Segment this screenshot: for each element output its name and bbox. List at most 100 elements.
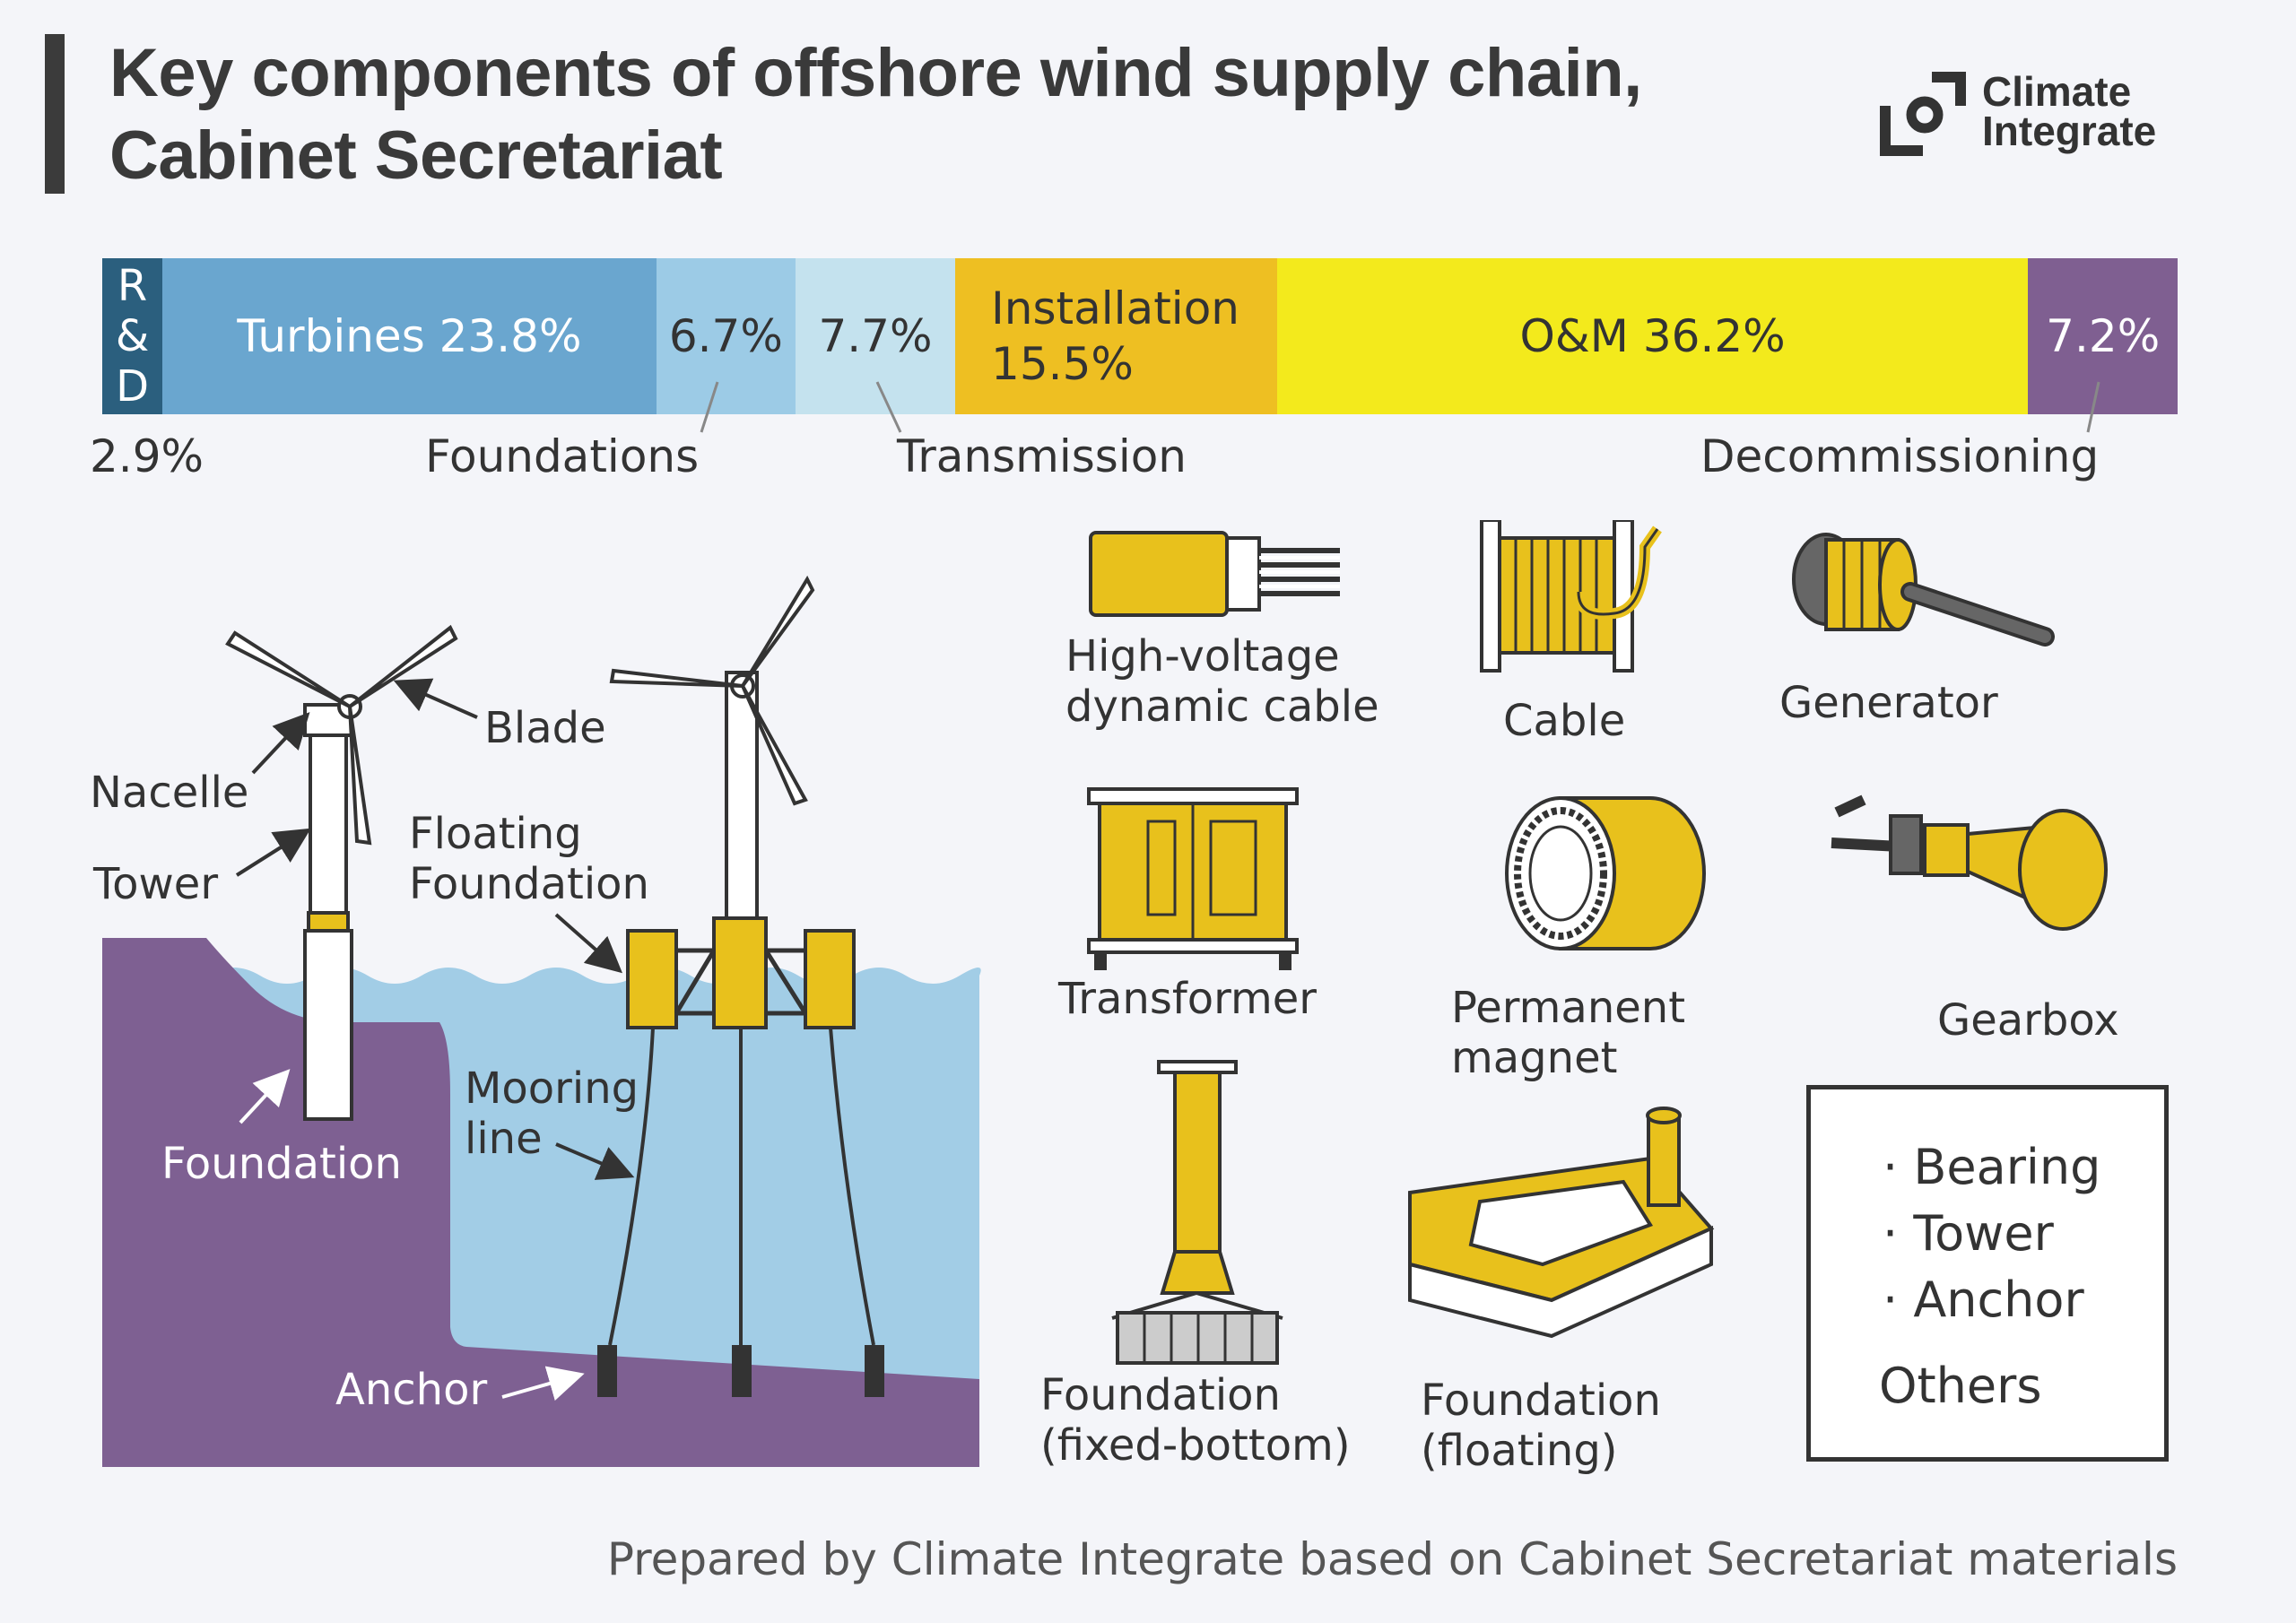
- component-illustrations: [1087, 520, 2108, 1365]
- monopile-foundation: [303, 929, 353, 1121]
- float-column-left: [626, 929, 678, 1029]
- transformer-label: Transformer: [1058, 974, 1318, 1024]
- page-title: Key components of offshore wind supply c…: [109, 32, 1642, 197]
- mooring-arrow: [555, 1142, 635, 1180]
- fixed-bottom-foundation-icon: [1111, 1060, 1283, 1365]
- floating-foundation-component-label: Foundation (floating): [1421, 1376, 1661, 1476]
- transmission-value: 7.7%: [818, 310, 933, 362]
- transformer-icon: [1087, 787, 1299, 970]
- floating-foundation-label-l2: Foundation: [409, 859, 649, 909]
- mooring-line-left: [608, 1027, 655, 1346]
- decommissioning-value: 7.2%: [2046, 310, 2161, 362]
- others-item-tower: · Tower: [1883, 1205, 2054, 1262]
- fixed-blade-2: [348, 624, 458, 708]
- nacelle-arrow: [251, 712, 310, 775]
- mooring-label-l1: Mooring: [465, 1063, 639, 1114]
- mooring-line-right: [829, 1027, 875, 1346]
- floating-blade-1: [609, 668, 744, 688]
- foundation-arrow: [239, 1069, 291, 1124]
- hv-cable-icon: [1089, 531, 1340, 617]
- hv-cable-label: High-voltage dynamic cable: [1065, 631, 1379, 732]
- foundation-label: Foundation: [161, 1139, 402, 1189]
- blade-arrow: [393, 678, 478, 719]
- bar-segment-rnd: R & D: [102, 258, 163, 414]
- floating-foundation-icon: [1408, 1107, 1715, 1339]
- floating-label-l1: Foundation: [1421, 1376, 1661, 1426]
- logo-line-2: Integrate: [1982, 108, 2157, 154]
- om-label: O&M 36.2%: [1519, 310, 1786, 362]
- float-column-center: [712, 916, 768, 1029]
- gearbox-label: Gearbox: [1937, 995, 2119, 1046]
- bar-segment-foundations: 6.7%: [656, 258, 796, 414]
- rnd-value-label: 2.9%: [90, 430, 204, 482]
- cable-drum-icon: [1480, 520, 1662, 673]
- anchor-right: [865, 1345, 884, 1397]
- offshore-wind-diagram: [102, 575, 981, 1467]
- mooring-label-l2: line: [465, 1114, 543, 1164]
- magnet-label-l2: magnet: [1451, 1033, 1618, 1083]
- fixed-bottom-foundation-label: Foundation (fixed-bottom): [1040, 1370, 1351, 1471]
- tower-arrow: [235, 828, 311, 877]
- floating-label-l2: (floating): [1421, 1426, 1618, 1476]
- anchor-left: [597, 1345, 617, 1397]
- floating-foundation-arrow: [554, 913, 622, 974]
- floating-foundation-label: Floating Foundation: [409, 809, 649, 909]
- installation-value: 15.5%: [991, 338, 1134, 390]
- foundations-value: 6.7%: [668, 310, 783, 362]
- rnd-letter-amp: &: [115, 311, 150, 361]
- bar-leader-lines: [700, 381, 2100, 433]
- bar-segment-installation: Installation 15.5%: [955, 258, 1277, 414]
- others-box: · Bearing · Tower · Anchor Others: [1806, 1085, 2169, 1462]
- bar-segment-transmission: 7.7%: [795, 258, 956, 414]
- transition-piece: [307, 911, 350, 933]
- foundations-leader-line: [700, 381, 719, 433]
- floating-foundation-label-l1: Floating: [409, 809, 582, 859]
- foundations-label: Foundations: [425, 430, 700, 482]
- generator-icon: [1792, 533, 2055, 647]
- anchor-center: [732, 1345, 752, 1397]
- cable-label: Cable: [1503, 696, 1626, 746]
- mooring-line-label: Mooring line: [465, 1063, 639, 1164]
- climate-integrate-logo-icon: [1880, 72, 1966, 156]
- anchor-label: Anchor: [335, 1365, 488, 1415]
- magnet-label-l1: Permanent: [1451, 983, 1686, 1033]
- bar-segment-turbines: Turbines 23.8%: [162, 258, 657, 414]
- permanent-magnet-icon: [1505, 796, 1706, 950]
- installation-label: Installation: [991, 282, 1239, 334]
- title-accent-bar: [45, 34, 65, 194]
- fixed-label-l2: (fixed-bottom): [1040, 1420, 1351, 1471]
- rnd-letter-r: R: [117, 261, 148, 311]
- hv-cable-label-l2: dynamic cable: [1065, 681, 1379, 732]
- anchor-arrow: [501, 1366, 585, 1402]
- cost-share-bar: R & D Turbines 23.8% 6.7% 7.7% Installat…: [102, 258, 2178, 414]
- float-column-right: [804, 929, 856, 1029]
- hv-cable-label-l1: High-voltage: [1065, 631, 1340, 681]
- others-item-bearing: · Bearing: [1883, 1139, 2101, 1195]
- source-note: Prepared by Climate Integrate based on C…: [606, 1533, 2178, 1585]
- permanent-magnet-label: Permanent magnet: [1451, 983, 1685, 1083]
- floating-blade-2: [741, 575, 815, 688]
- gearbox-icon: [1831, 794, 2108, 931]
- transmission-leader-line: [875, 381, 902, 433]
- floating-blade-3: [741, 685, 808, 806]
- decommissioning-label: Decommissioning: [1700, 430, 2100, 482]
- generator-label: Generator: [1779, 678, 1998, 728]
- decommissioning-leader-line: [2086, 381, 2100, 433]
- tower-label: Tower: [93, 859, 219, 909]
- title-line-2: Cabinet Secretariat: [109, 117, 723, 194]
- bar-segment-decommissioning: 7.2%: [2028, 258, 2178, 414]
- logo-line-1: Climate: [1982, 68, 2132, 115]
- turbines-label: Turbines 23.8%: [237, 310, 582, 362]
- logo-text: Climate Integrate: [1982, 68, 2157, 154]
- rnd-letter-d: D: [116, 361, 150, 412]
- title-line-1: Key components of offshore wind supply c…: [109, 35, 1642, 111]
- float-braces: [674, 948, 808, 1016]
- others-item-anchor: · Anchor: [1883, 1271, 2084, 1328]
- bar-segment-om: O&M 36.2%: [1276, 258, 2029, 414]
- transmission-label: Transmission: [897, 430, 1187, 482]
- fixed-blade-3: [348, 706, 372, 846]
- others-label: Others: [1879, 1358, 2042, 1414]
- fixed-blade-1: [225, 630, 352, 708]
- blade-label: Blade: [484, 703, 606, 753]
- fixed-label-l1: Foundation: [1040, 1370, 1281, 1420]
